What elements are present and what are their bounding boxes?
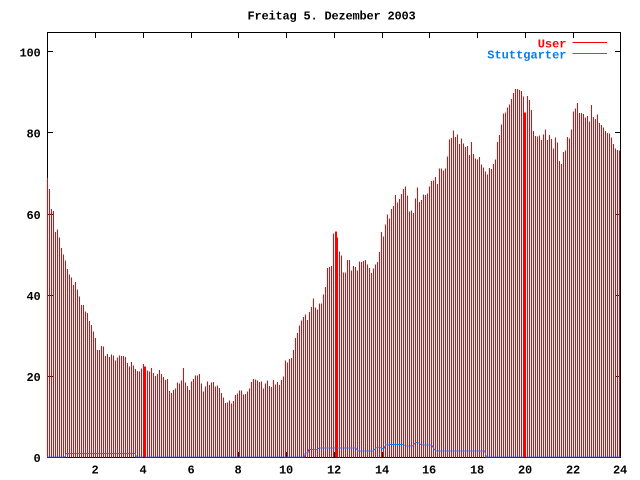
svg-text:18: 18 (470, 463, 484, 477)
svg-text:8: 8 (234, 463, 241, 477)
svg-text:12: 12 (327, 463, 341, 477)
svg-text:4: 4 (139, 463, 146, 477)
svg-text:20: 20 (518, 463, 532, 477)
svg-text:0: 0 (33, 452, 40, 466)
svg-text:20: 20 (26, 371, 40, 385)
svg-text:40: 40 (26, 290, 40, 304)
svg-text:100: 100 (19, 47, 40, 61)
svg-text:6: 6 (187, 463, 194, 477)
svg-text:Stuttgarter: Stuttgarter (487, 49, 566, 63)
svg-text:60: 60 (26, 209, 40, 223)
svg-text:24: 24 (613, 463, 627, 477)
svg-text:16: 16 (422, 463, 436, 477)
svg-text:80: 80 (26, 128, 40, 142)
svg-text:2: 2 (91, 463, 98, 477)
svg-text:14: 14 (375, 463, 389, 477)
svg-text:User: User (538, 38, 567, 52)
svg-text:10: 10 (279, 463, 293, 477)
svg-text:22: 22 (566, 463, 580, 477)
svg-text:Freitag 5. Dezember 2003: Freitag 5. Dezember 2003 (247, 10, 415, 24)
